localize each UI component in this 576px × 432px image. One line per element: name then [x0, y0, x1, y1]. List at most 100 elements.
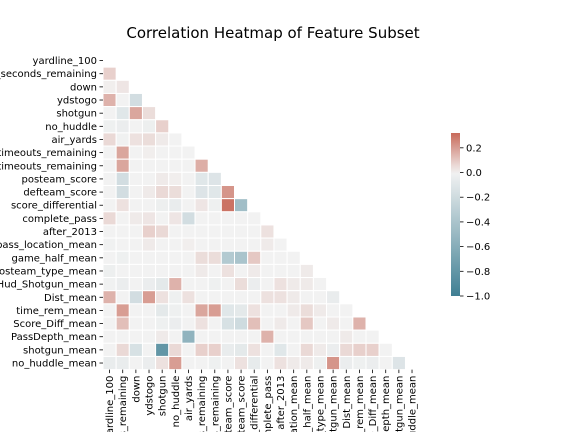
x-tick-label: Dist_mean — [342, 376, 353, 429]
heatmap-cell — [194, 263, 209, 279]
heatmap-cell — [260, 290, 275, 305]
heatmap-cell — [168, 211, 183, 226]
heatmap-cell — [115, 355, 130, 371]
heatmap-cell — [273, 355, 288, 371]
y-tick-label: time_rem_mean — [16, 306, 97, 317]
heatmap-cell — [339, 316, 354, 331]
heatmap-cell — [234, 263, 249, 279]
colorbar-gradient — [451, 133, 460, 296]
heatmap-cell — [273, 250, 288, 265]
heatmap-cell — [181, 263, 196, 279]
heatmap-cell — [155, 263, 170, 279]
heatmap-cell — [128, 119, 143, 134]
x-tick-label: complete_pass — [263, 376, 274, 432]
heatmap-cell — [168, 224, 183, 239]
y-tick-label: pass_location_mean — [0, 240, 97, 251]
heatmap-cell — [128, 342, 143, 357]
heatmap-cell — [128, 263, 143, 279]
heatmap-cell — [391, 355, 406, 371]
heatmap-cell — [141, 355, 157, 371]
x-tick-label: down — [131, 376, 142, 403]
heatmap-cell — [115, 79, 130, 94]
heatmap-cell — [155, 316, 170, 331]
heatmap-cell — [220, 303, 236, 318]
heatmap-cell — [339, 355, 354, 371]
heatmap-cell — [115, 185, 130, 200]
y-tick-label: Score_Diff_mean — [13, 319, 97, 330]
heatmap-cell — [102, 119, 117, 134]
heatmap-cell — [299, 329, 314, 344]
y-tick-label: yardline_100 — [33, 56, 97, 67]
heatmap-cell — [141, 316, 157, 331]
heatmap-cell — [220, 198, 236, 213]
colorbar-tick-label: −1.0 — [466, 292, 490, 303]
x-tick-label: PassDepth_mean — [381, 376, 392, 432]
heatmap-cell — [115, 145, 130, 160]
heatmap-cell — [115, 329, 130, 344]
heatmap-cell — [220, 316, 236, 331]
x-tick-label: no_huddle — [171, 376, 182, 428]
heatmap-cell — [128, 277, 143, 292]
colorbar-tick-label: −0.8 — [466, 267, 490, 278]
heatmap-cell — [155, 171, 170, 187]
heatmap-cell — [155, 290, 170, 305]
heatmap-cell — [141, 342, 157, 357]
heatmap-cell — [181, 211, 196, 226]
colorbar: 0.2 0.0 −0.2 −0.4 −0.6 −0.8 −1.0 — [451, 133, 490, 303]
heatmap-cell — [181, 316, 196, 331]
heatmap-cell — [102, 277, 117, 292]
heatmap-cell — [194, 290, 209, 305]
heatmap-cell — [168, 342, 183, 357]
heatmap-cell — [102, 132, 117, 147]
y-tick-label: defteam_timeouts_remaining — [0, 161, 97, 172]
heatmap-cell — [286, 316, 301, 331]
heatmap-cell — [128, 355, 143, 371]
x-tick-label: game_half_mean — [302, 376, 313, 432]
heatmap-cell — [102, 211, 117, 226]
heatmap-cell — [168, 277, 183, 292]
y-tick-label: no_huddle_mean — [12, 359, 97, 370]
heatmap-cell — [312, 316, 328, 331]
heatmap-cell — [102, 92, 117, 108]
heatmap-cell — [115, 198, 130, 213]
heatmap-cell — [168, 132, 183, 147]
heatmap-cell — [247, 342, 262, 357]
heatmap-cell — [220, 237, 236, 252]
heatmap-cell — [141, 106, 157, 121]
heatmap-cell — [168, 145, 183, 160]
y-tick-label: PassDepth_mean — [11, 332, 97, 343]
x-tick-label: pass_location_mean — [289, 376, 300, 432]
heatmap-cell — [234, 250, 249, 265]
heatmap-cell — [299, 290, 314, 305]
heatmap-cell — [168, 355, 183, 371]
heatmap-cell — [102, 263, 117, 279]
heatmap-cell — [273, 342, 288, 357]
y-tick-label: no_huddle — [45, 122, 97, 133]
heatmap-cell — [378, 355, 393, 371]
heatmap-cell — [220, 211, 236, 226]
heatmap-cell — [220, 185, 236, 200]
heatmap-cell — [234, 198, 249, 213]
heatmap-cell — [102, 237, 117, 252]
colorbar-tick-label: −0.4 — [466, 217, 490, 228]
x-tick-label: yardline_100 — [105, 376, 116, 432]
heatmap-cell — [168, 237, 183, 252]
heatmap-cell — [207, 355, 222, 371]
heatmap-cell — [155, 303, 170, 318]
heatmap-cell — [286, 290, 301, 305]
heatmap-cell — [260, 329, 275, 344]
heatmap-cell — [115, 342, 130, 357]
heatmap-cell — [181, 185, 196, 200]
heatmap-cell — [365, 329, 380, 344]
colorbar-tick-label: 0.0 — [466, 168, 482, 179]
x-axis-tick-labels: yardline_100game_seconds_remainingdownyd… — [105, 369, 419, 432]
heatmap-cell — [220, 290, 236, 305]
heatmap-cell — [181, 198, 196, 213]
heatmap-cell — [155, 224, 170, 239]
heatmap-cell — [234, 316, 249, 331]
heatmap-cell — [247, 250, 262, 265]
heatmap-cell — [102, 329, 117, 344]
heatmap-cell — [365, 355, 380, 371]
heatmap-cell — [102, 198, 117, 213]
